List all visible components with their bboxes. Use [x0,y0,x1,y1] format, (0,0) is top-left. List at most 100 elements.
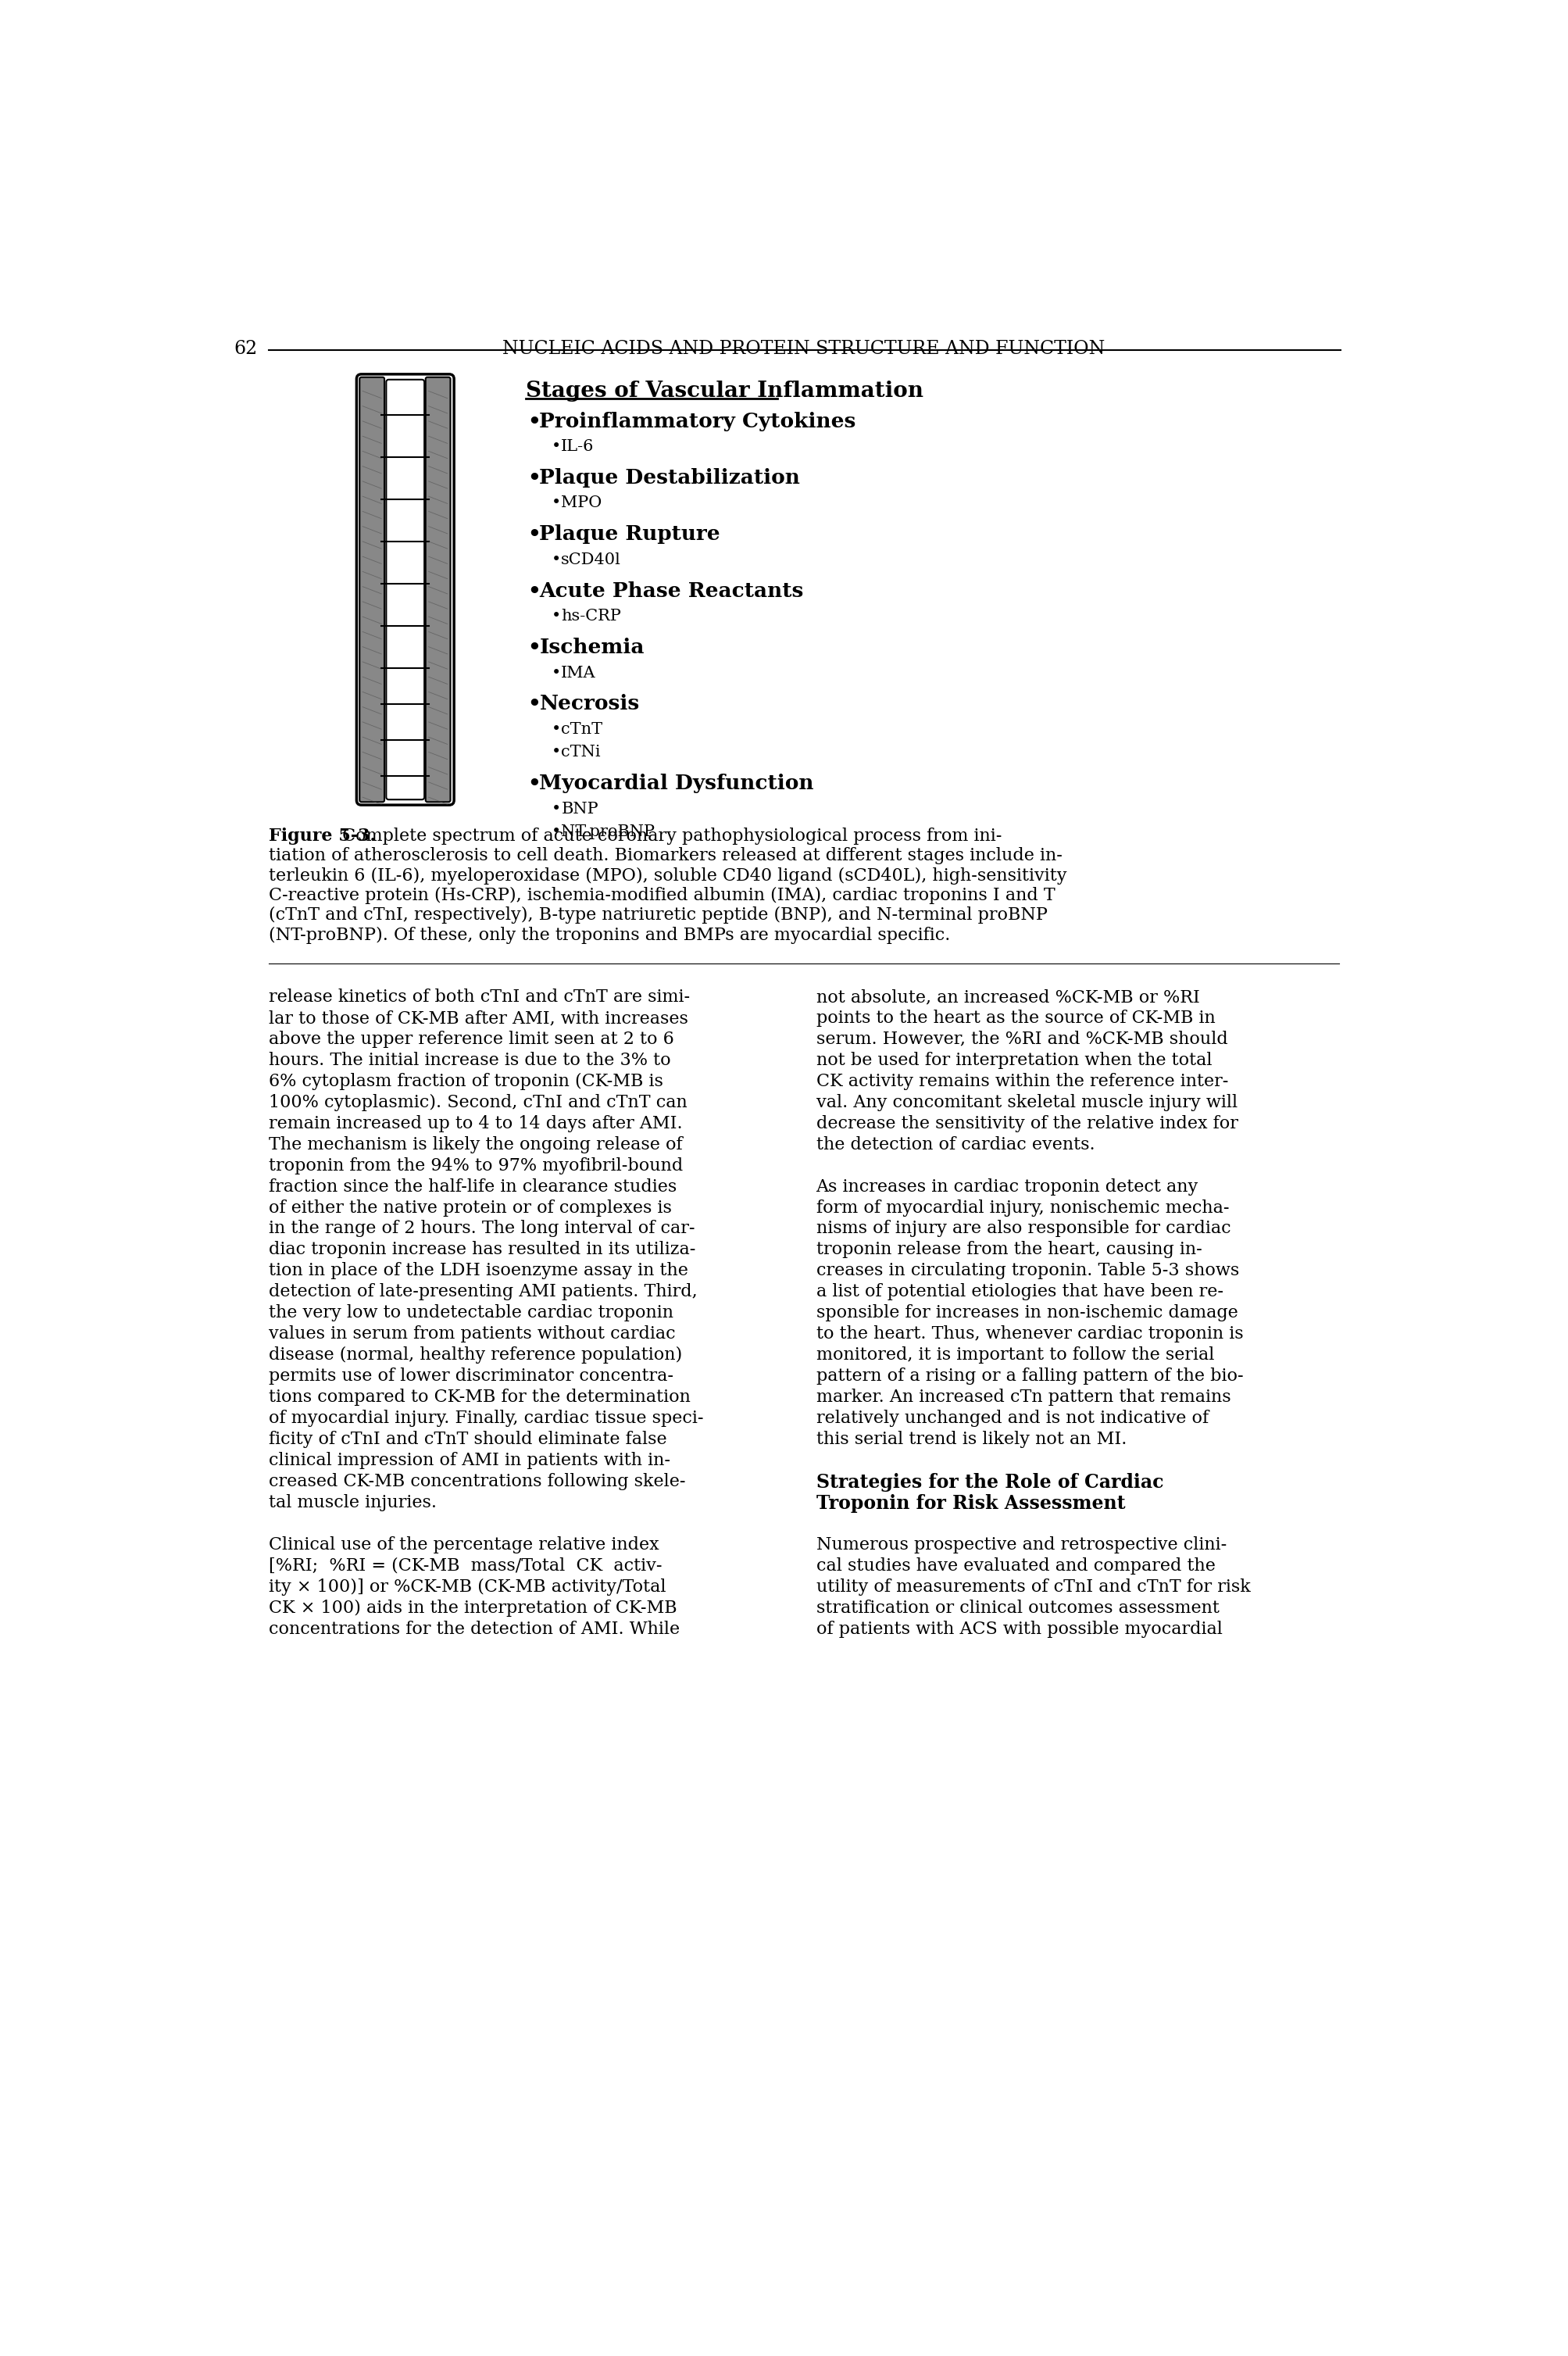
Text: monitored, it is important to follow the serial: monitored, it is important to follow the… [815,1348,1214,1364]
Text: •: • [528,695,541,714]
Text: marker. An increased cTn pattern that remains: marker. An increased cTn pattern that re… [815,1388,1229,1407]
Text: CK × 100) aids in the interpretation of CK-MB: CK × 100) aids in the interpretation of … [268,1600,677,1616]
Text: detection of late-presenting AMI patients. Third,: detection of late-presenting AMI patient… [268,1284,698,1301]
Text: pattern of a rising or a falling pattern of the bio-: pattern of a rising or a falling pattern… [815,1366,1242,1385]
Text: form of myocardial injury, nonischemic mecha-: form of myocardial injury, nonischemic m… [815,1199,1228,1216]
Text: Acute Phase Reactants: Acute Phase Reactants [539,582,803,601]
Text: a list of potential etiologies that have been re-: a list of potential etiologies that have… [815,1284,1223,1301]
Text: Necrosis: Necrosis [539,695,640,714]
Text: C-reactive protein (Hs-CRP), ischemia-modified albumin (IMA), cardiac troponins : C-reactive protein (Hs-CRP), ischemia-mo… [268,886,1055,905]
Text: troponin release from the heart, causing in-: troponin release from the heart, causing… [815,1242,1201,1258]
Text: above the upper reference limit seen at 2 to 6: above the upper reference limit seen at … [268,1030,674,1048]
Text: permits use of lower discriminator concentra-: permits use of lower discriminator conce… [268,1366,673,1385]
Text: not absolute, an increased %CK-MB or %RI: not absolute, an increased %CK-MB or %RI [815,990,1200,1006]
Text: •: • [528,412,541,431]
Text: Myocardial Dysfunction: Myocardial Dysfunction [539,773,814,794]
Text: Strategies for the Role of Cardiac: Strategies for the Role of Cardiac [815,1472,1163,1491]
Text: •: • [552,551,561,568]
Text: fraction since the half-life in clearance studies: fraction since the half-life in clearanc… [268,1178,676,1194]
Text: of either the native protein or of complexes is: of either the native protein or of compl… [268,1199,671,1216]
Text: Ischemia: Ischemia [539,638,644,657]
Text: ficity of cTnI and cTnT should eliminate false: ficity of cTnI and cTnT should eliminate… [268,1430,666,1449]
FancyBboxPatch shape [425,377,450,801]
Text: diac troponin increase has resulted in its utiliza-: diac troponin increase has resulted in i… [268,1242,695,1258]
Text: val. Any concomitant skeletal muscle injury will: val. Any concomitant skeletal muscle inj… [815,1093,1237,1112]
Text: (cTnT and cTnI, respectively), B-type natriuretic peptide (BNP), and N-terminal : (cTnT and cTnI, respectively), B-type na… [268,907,1047,924]
Text: tiation of atherosclerosis to cell death. Biomarkers released at different stage: tiation of atherosclerosis to cell death… [268,848,1062,865]
Text: Numerous prospective and retrospective clini-: Numerous prospective and retrospective c… [815,1536,1226,1553]
Text: values in serum from patients without cardiac: values in serum from patients without ca… [268,1326,676,1343]
Text: release kinetics of both cTnI and cTnT are simi-: release kinetics of both cTnI and cTnT a… [268,990,690,1006]
Text: •: • [552,801,561,815]
Text: NT-proBNP: NT-proBNP [561,825,654,839]
Text: Stages of Vascular Inflammation: Stages of Vascular Inflammation [525,379,924,401]
Text: IL-6: IL-6 [561,438,594,455]
FancyBboxPatch shape [386,379,425,799]
Text: clinical impression of AMI in patients with in-: clinical impression of AMI in patients w… [268,1451,670,1470]
Text: tal muscle injuries.: tal muscle injuries. [268,1494,436,1510]
Text: [%RI;  %RI = (CK-MB  mass/Total  CK  activ-: [%RI; %RI = (CK-MB mass/Total CK activ- [268,1557,662,1574]
Text: •: • [552,608,561,624]
Text: ity × 100)] or %CK-MB (CK-MB activity/Total: ity × 100)] or %CK-MB (CK-MB activity/To… [268,1579,666,1595]
Text: 62: 62 [234,339,257,358]
Text: terleukin 6 (IL-6), myeloperoxidase (MPO), soluble CD40 ligand (sCD40L), high-se: terleukin 6 (IL-6), myeloperoxidase (MPO… [268,867,1066,884]
Text: disease (normal, healthy reference population): disease (normal, healthy reference popul… [268,1348,682,1364]
Text: relatively unchanged and is not indicative of: relatively unchanged and is not indicati… [815,1409,1207,1428]
Text: sCD40l: sCD40l [561,551,621,568]
Text: Troponin for Risk Assessment: Troponin for Risk Assessment [815,1494,1124,1513]
Text: 100% cytoplasmic). Second, cTnI and cTnT can: 100% cytoplasmic). Second, cTnI and cTnT… [268,1093,687,1112]
Text: •: • [528,525,541,544]
FancyBboxPatch shape [359,377,384,801]
Text: Proinflammatory Cytokines: Proinflammatory Cytokines [539,412,856,431]
Text: •: • [528,469,541,488]
Text: hours. The initial increase is due to the 3% to: hours. The initial increase is due to th… [268,1051,671,1070]
Text: sponsible for increases in non-ischemic damage: sponsible for increases in non-ischemic … [815,1305,1237,1322]
Text: the very low to undetectable cardiac troponin: the very low to undetectable cardiac tro… [268,1305,673,1322]
Text: this serial trend is likely not an MI.: this serial trend is likely not an MI. [815,1430,1126,1449]
Text: in the range of 2 hours. The long interval of car-: in the range of 2 hours. The long interv… [268,1220,695,1237]
Text: creased CK-MB concentrations following skele-: creased CK-MB concentrations following s… [268,1472,685,1489]
Text: The mechanism is likely the ongoing release of: The mechanism is likely the ongoing rele… [268,1136,682,1152]
Text: tion in place of the LDH isoenzyme assay in the: tion in place of the LDH isoenzyme assay… [268,1263,688,1279]
Text: utility of measurements of cTnI and cTnT for risk: utility of measurements of cTnI and cTnT… [815,1579,1250,1595]
Text: points to the heart as the source of CK-MB in: points to the heart as the source of CK-… [815,1011,1215,1027]
Text: •: • [552,721,561,737]
Text: tions compared to CK-MB for the determination: tions compared to CK-MB for the determin… [268,1388,690,1407]
Text: BNP: BNP [561,801,597,815]
Text: cTNi: cTNi [561,744,601,759]
Text: cTnT: cTnT [561,721,602,737]
Text: stratification or clinical outcomes assessment: stratification or clinical outcomes asse… [815,1600,1218,1616]
Text: •: • [528,773,541,794]
Text: nisms of injury are also responsible for cardiac: nisms of injury are also responsible for… [815,1220,1229,1237]
Text: not be used for interpretation when the total: not be used for interpretation when the … [815,1051,1210,1070]
Text: 6% cytoplasm fraction of troponin (CK-MB is: 6% cytoplasm fraction of troponin (CK-MB… [268,1072,663,1091]
Text: Figure 5-3.: Figure 5-3. [268,827,376,843]
Text: of patients with ACS with possible myocardial: of patients with ACS with possible myoca… [815,1621,1221,1637]
Text: Plaque Destabilization: Plaque Destabilization [539,469,800,488]
Text: lar to those of CK-MB after AMI, with increases: lar to those of CK-MB after AMI, with in… [268,1011,688,1027]
Text: •: • [552,438,561,455]
Text: •: • [528,638,541,657]
Text: •: • [552,664,561,681]
Text: •: • [552,744,561,759]
Text: NUCLEIC ACIDS AND PROTEIN STRUCTURE AND FUNCTION: NUCLEIC ACIDS AND PROTEIN STRUCTURE AND … [502,339,1105,358]
Text: to the heart. Thus, whenever cardiac troponin is: to the heart. Thus, whenever cardiac tro… [815,1326,1242,1343]
Text: •: • [528,582,541,601]
Text: of myocardial injury. Finally, cardiac tissue speci-: of myocardial injury. Finally, cardiac t… [268,1409,702,1428]
Text: Plaque Rupture: Plaque Rupture [539,525,720,544]
FancyBboxPatch shape [356,375,453,806]
Text: Complete spectrum of acute coronary pathophysiological process from ini-: Complete spectrum of acute coronary path… [337,827,1002,843]
Text: •: • [552,825,561,839]
Text: cal studies have evaluated and compared the: cal studies have evaluated and compared … [815,1557,1215,1574]
Text: the detection of cardiac events.: the detection of cardiac events. [815,1136,1094,1152]
Text: concentrations for the detection of AMI. While: concentrations for the detection of AMI.… [268,1621,679,1637]
Text: remain increased up to 4 to 14 days after AMI.: remain increased up to 4 to 14 days afte… [268,1114,682,1133]
Text: serum. However, the %RI and %CK-MB should: serum. However, the %RI and %CK-MB shoul… [815,1030,1228,1048]
Text: hs-CRP: hs-CRP [561,608,621,624]
Text: (NT-proBNP). Of these, only the troponins and BMPs are myocardial specific.: (NT-proBNP). Of these, only the troponin… [268,926,950,945]
Text: Clinical use of the percentage relative index: Clinical use of the percentage relative … [268,1536,659,1553]
Text: decrease the sensitivity of the relative index for: decrease the sensitivity of the relative… [815,1114,1237,1133]
Text: As increases in cardiac troponin detect any: As increases in cardiac troponin detect … [815,1178,1198,1194]
Text: MPO: MPO [561,495,602,511]
Text: •: • [552,495,561,511]
